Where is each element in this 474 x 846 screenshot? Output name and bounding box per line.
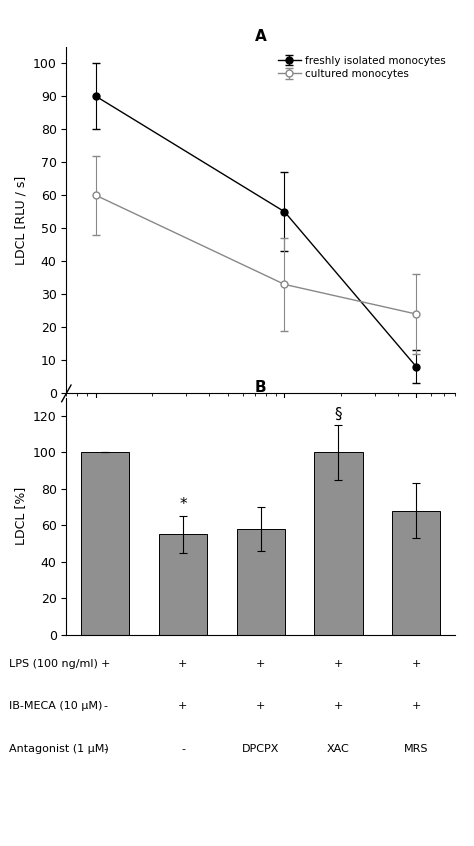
Text: IB-MECA (10 μM): IB-MECA (10 μM) [9,701,103,711]
Title: B: B [255,380,266,395]
Text: +: + [256,659,265,669]
X-axis label: IB-MECA (μM): IB-MECA (μM) [218,421,303,435]
Text: +: + [178,659,188,669]
Text: LPS (100 ng/ml): LPS (100 ng/ml) [9,659,99,669]
Bar [392,511,440,634]
Text: +: + [411,701,421,711]
Text: +: + [256,701,265,711]
Text: *: * [179,497,187,513]
Bar [237,529,285,634]
Text: -: - [103,701,107,711]
Title: A: A [255,29,266,44]
Text: -: - [103,744,107,754]
Text: XAC: XAC [327,744,350,754]
Text: Antagonist (1 μM): Antagonist (1 μM) [9,744,109,754]
Text: -: - [181,744,185,754]
Legend: freshly isolated monocytes, cultured monocytes: freshly isolated monocytes, cultured mon… [273,52,450,83]
Bar [159,535,207,634]
Text: +: + [411,659,421,669]
Y-axis label: LDCL [RLU / s]: LDCL [RLU / s] [14,175,27,265]
Text: +: + [178,701,188,711]
Text: §: § [335,406,342,421]
Bar [314,453,363,634]
Y-axis label: LDCL [%]: LDCL [%] [14,487,27,545]
Text: +: + [334,659,343,669]
Text: +: + [334,701,343,711]
Text: +: + [100,659,110,669]
Bar [81,453,129,634]
Text: DPCPX: DPCPX [242,744,279,754]
Text: MRS: MRS [404,744,428,754]
